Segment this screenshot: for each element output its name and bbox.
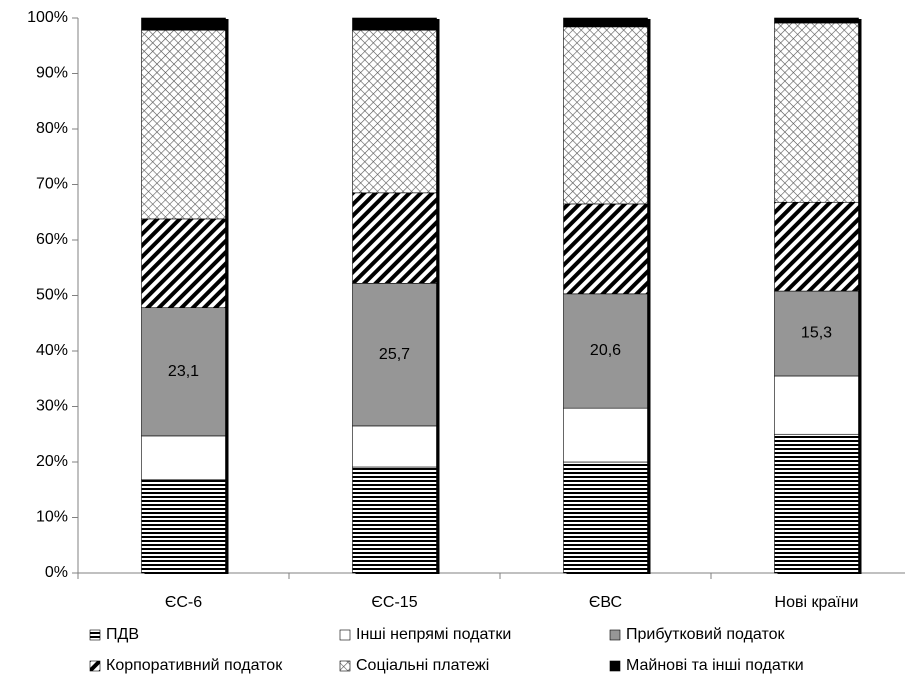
legend-swatch [339, 629, 351, 641]
bar-segment [141, 435, 226, 481]
y-tick-label: 0% [45, 564, 68, 581]
bar-segment [774, 201, 859, 292]
data-label: 15,3 [801, 325, 832, 342]
legend-label: Прибутковий податок [626, 626, 786, 643]
legend-label: Майнові та інші податки [626, 657, 804, 674]
bar-segment [774, 22, 859, 203]
legend-swatch [89, 660, 101, 672]
legend-label: Корпоративний податок [106, 657, 283, 674]
bar-segment [563, 203, 648, 295]
y-tick-label: 30% [36, 398, 68, 415]
y-tick-label: 50% [36, 287, 68, 304]
legend-label: Інші непрямі податки [356, 626, 511, 643]
bar-segment [563, 461, 648, 574]
bar-segment [141, 479, 226, 574]
data-label: 25,7 [379, 346, 410, 363]
y-tick-label: 60% [36, 231, 68, 248]
bar-segment [563, 293, 648, 409]
bar-segment [563, 26, 648, 205]
legend-swatch [89, 629, 101, 641]
x-tick-label: ЄС-6 [165, 594, 202, 611]
y-tick-label: 40% [36, 342, 68, 359]
bar-segment [774, 433, 859, 574]
y-tick-label: 80% [36, 120, 68, 137]
bar-segment [352, 466, 437, 574]
bar-segment [774, 290, 859, 377]
bar-segment [563, 407, 648, 463]
bar-segment [352, 17, 437, 31]
bar-segment [352, 282, 437, 427]
y-tick-label: 70% [36, 176, 68, 193]
y-tick-label: 90% [36, 65, 68, 82]
legend-label: ПДВ [106, 626, 139, 643]
legend-swatch [609, 629, 621, 641]
y-tick-label: 10% [36, 509, 68, 526]
bar-segment [563, 17, 648, 28]
data-label: 20,6 [590, 342, 621, 359]
y-tick-label: 100% [27, 9, 68, 26]
bar-segment [352, 29, 437, 194]
y-tick-label: 20% [36, 453, 68, 470]
data-label: 23,1 [168, 363, 199, 380]
bar-segment [141, 218, 226, 309]
x-tick-label: ЄВС [589, 594, 622, 611]
bar-segment [141, 29, 226, 220]
bar-segment [352, 425, 437, 468]
x-tick-label: ЄС-15 [371, 594, 417, 611]
bar-segment [141, 307, 226, 437]
x-tick-label: Нові країни [775, 594, 859, 611]
legend-swatch [339, 660, 351, 672]
bar-segment [141, 17, 226, 31]
bar-segment [774, 375, 859, 435]
bar-segment [774, 17, 859, 24]
bar-segment [352, 192, 437, 284]
legend-label: Соціальні платежі [356, 657, 489, 674]
legend-swatch [609, 660, 621, 672]
